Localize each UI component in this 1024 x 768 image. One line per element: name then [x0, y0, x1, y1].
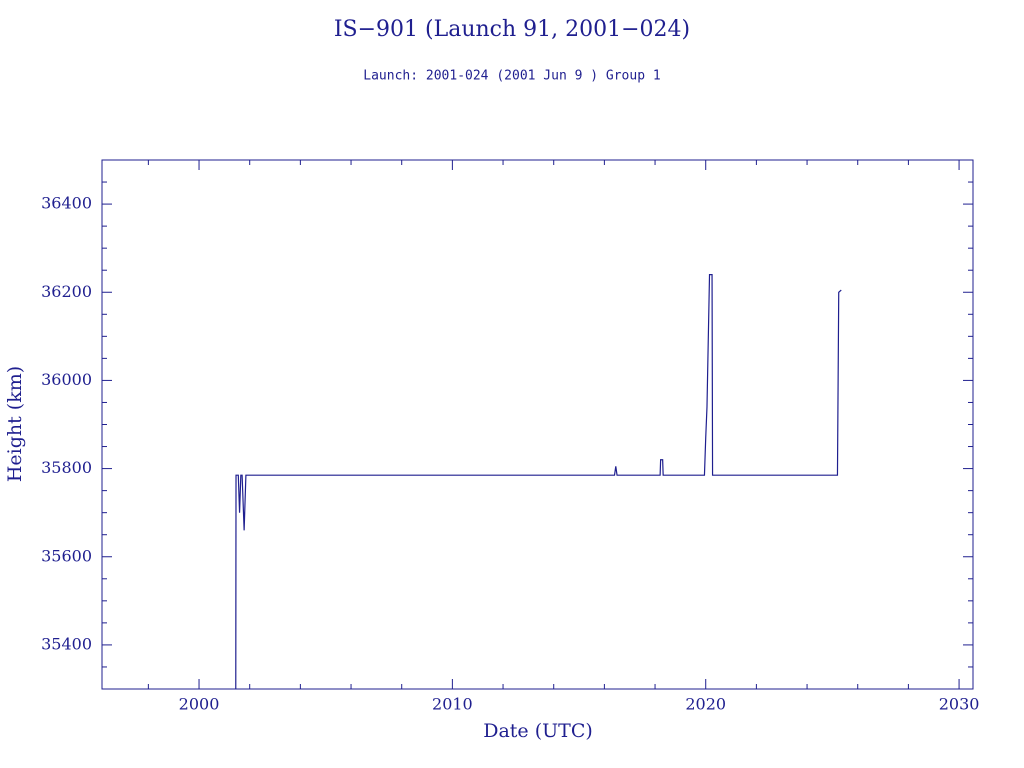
- data-line: [235, 274, 842, 689]
- chart-subtitle: Launch: 2001-024 (2001 Jun 9 ) Group 1: [363, 69, 660, 84]
- x-tick-label: 2010: [432, 695, 473, 714]
- x-tick-label: 2030: [939, 695, 980, 714]
- chart-title: IS−901 (Launch 91, 2001−024): [334, 17, 690, 42]
- x-axis-label: Date (UTC): [483, 720, 593, 742]
- y-tick-label: 35800: [41, 458, 92, 477]
- y-tick-label: 36400: [41, 194, 92, 213]
- y-axis-label: Height (km): [4, 366, 26, 482]
- y-tick-label: 36200: [41, 282, 92, 301]
- y-tick-label: 36000: [41, 370, 92, 389]
- y-tick-label: 35600: [41, 546, 92, 565]
- x-tick-label: 2020: [685, 695, 726, 714]
- x-tick-label: 2000: [179, 695, 220, 714]
- y-tick-label: 35400: [41, 634, 92, 653]
